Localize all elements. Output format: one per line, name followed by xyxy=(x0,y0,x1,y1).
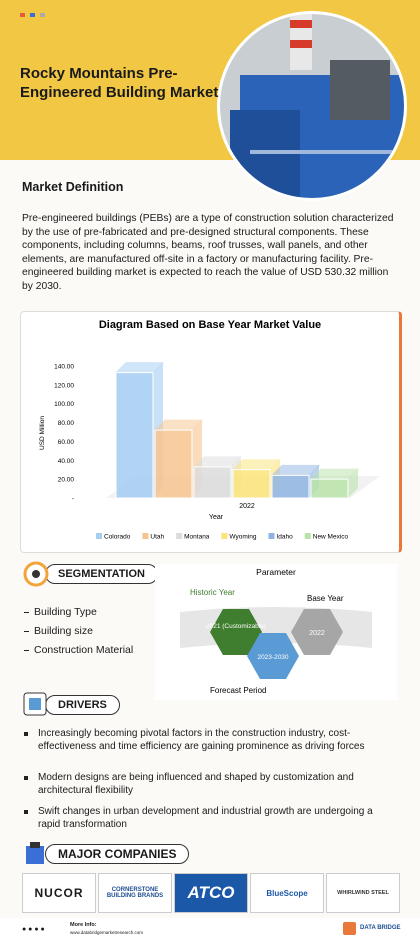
bar xyxy=(193,466,232,499)
legend-swatch xyxy=(221,533,228,539)
hex xyxy=(247,633,299,679)
brand: DATA BRIDGE xyxy=(360,925,401,931)
section-badge: MAJOR COMPANIES xyxy=(45,844,190,864)
y-tick-label: 60.00 xyxy=(58,439,75,446)
definition-text: Pre-engineered buildings (PEBs) are a ty… xyxy=(22,213,394,292)
legend-swatch xyxy=(96,533,102,539)
legend-label: Wyoming xyxy=(229,534,256,541)
y-tick-label: 40.00 xyxy=(58,458,75,465)
bar xyxy=(232,469,271,499)
title: Rocky Mountains Pre-Engineered Building … xyxy=(20,65,219,101)
section-heading: Market Definition xyxy=(22,180,124,194)
y-tick-label: 80.00 xyxy=(58,420,75,427)
chart-title: Diagram Based on Base Year Market Value xyxy=(99,319,321,331)
driver-item: Swift changes in urban development and i… xyxy=(38,806,373,830)
brand-icon xyxy=(343,922,356,935)
footer xyxy=(0,918,420,947)
param-title: Parameter xyxy=(256,567,296,577)
legend-swatch xyxy=(142,533,149,539)
bar xyxy=(154,429,193,499)
bar xyxy=(271,474,310,499)
x-tick-label: 2022 xyxy=(239,503,255,510)
hex xyxy=(291,609,343,655)
bar xyxy=(115,372,154,499)
driver-item: Modern designs are being influenced and … xyxy=(38,772,354,796)
list-dash xyxy=(24,650,29,651)
chart-card xyxy=(20,311,402,553)
legend-label: Colorado xyxy=(104,534,131,541)
driver-item: Increasingly becoming pivotal factors in… xyxy=(38,728,365,752)
photo xyxy=(220,14,404,198)
list-dash xyxy=(24,612,29,613)
legend-label: New Mexico xyxy=(313,534,349,541)
dot xyxy=(20,13,25,17)
header-art xyxy=(20,11,407,201)
parameter-diagram: Parameter 2021 (Customizable) 2023-2030 … xyxy=(155,564,397,700)
chart: Diagram Based on Base Year Market Value … xyxy=(39,319,380,541)
bar xyxy=(310,478,349,499)
legend-label: Montana xyxy=(184,534,210,541)
footer-url: www.databridgemarketresearch.com xyxy=(70,930,144,935)
segment-item: Building size xyxy=(34,625,93,637)
param-label: Forecast Period xyxy=(210,686,266,695)
y-tick-label: 140.00 xyxy=(54,364,74,371)
footer-label: More Info: xyxy=(70,922,97,928)
legend-swatch xyxy=(176,533,183,539)
company-logo: ATCO xyxy=(174,873,248,913)
dot xyxy=(30,13,35,17)
social-icons: ● ● ● ● xyxy=(22,926,45,933)
hex xyxy=(210,609,262,655)
list-dash xyxy=(24,631,29,632)
param-label: Base Year xyxy=(307,594,344,603)
company-logo: CORNERSTONE BUILDING BRANDS xyxy=(98,873,172,913)
y-tick-label: 20.00 xyxy=(58,477,75,484)
icon xyxy=(26,842,44,864)
icon xyxy=(23,692,47,716)
company-logo: NUCOR xyxy=(22,873,96,913)
param-value: 2023-2030 xyxy=(257,654,288,661)
segment-item: Construction Material xyxy=(34,644,134,656)
legend-swatch xyxy=(268,533,275,539)
bar-side xyxy=(348,469,358,498)
company-logo: BlueScope xyxy=(250,873,324,913)
y-tick-label: 100.00 xyxy=(54,401,74,408)
param-value: 2021 (Customizable) xyxy=(206,623,266,630)
bullet xyxy=(24,776,28,780)
param-value: 2022 xyxy=(309,630,325,637)
section-badge: SEGMENTATION xyxy=(45,564,158,584)
company-logo: WHIRLWIND STEEL xyxy=(326,873,400,913)
param-label: Historic Year xyxy=(190,588,235,597)
y-tick-label: 120.00 xyxy=(54,382,74,389)
dot xyxy=(40,13,45,17)
y-tick-label: - xyxy=(72,496,74,503)
legend-swatch xyxy=(304,533,311,539)
section-badge: DRIVERS xyxy=(45,695,120,715)
segment-item: Building Type xyxy=(34,606,97,618)
legend-label: Idaho xyxy=(276,534,293,541)
legend-label: Utah xyxy=(150,534,164,541)
x-axis-label: Year xyxy=(209,514,224,521)
icon xyxy=(23,561,49,587)
y-axis-label: USD Million xyxy=(39,416,46,450)
bullet xyxy=(24,732,28,736)
bullet xyxy=(24,810,28,814)
